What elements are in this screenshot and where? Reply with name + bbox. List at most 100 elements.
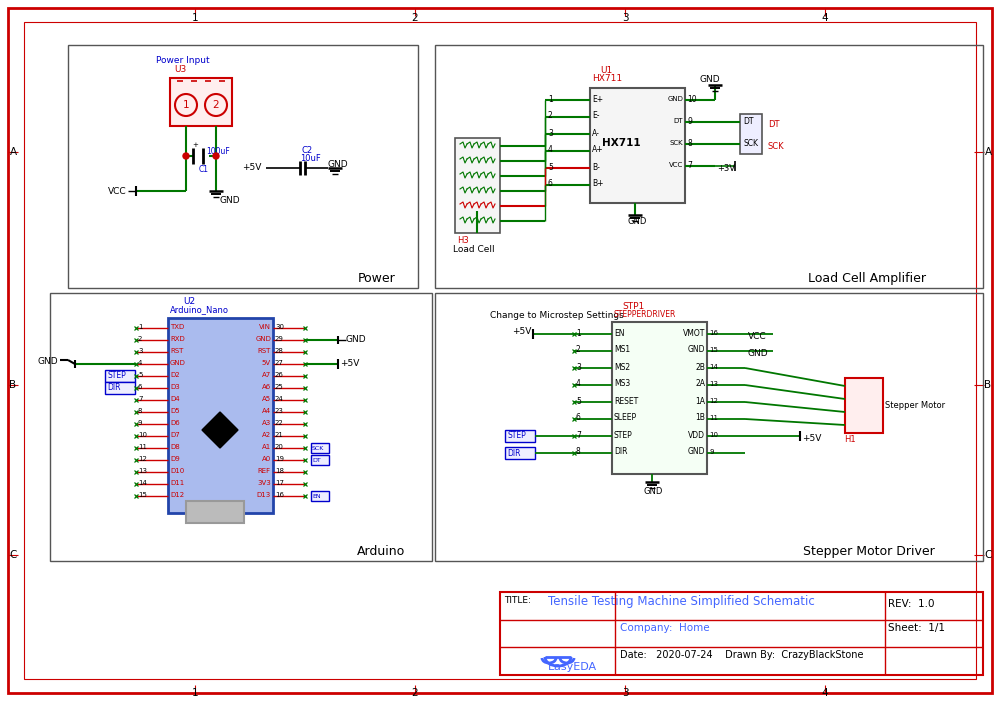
Circle shape: [183, 153, 189, 159]
Text: EN: EN: [614, 329, 624, 337]
Text: C1: C1: [199, 165, 209, 174]
Text: GND: GND: [346, 334, 367, 343]
Text: A7: A7: [262, 372, 271, 378]
Text: TITLE:: TITLE:: [504, 596, 531, 605]
Text: 1: 1: [192, 688, 198, 698]
Text: 7: 7: [576, 430, 581, 440]
Text: A0: A0: [262, 456, 271, 462]
Text: Stepper Motor Driver: Stepper Motor Driver: [803, 545, 935, 558]
Text: VIN: VIN: [259, 324, 271, 330]
Text: 26: 26: [275, 372, 284, 378]
Bar: [170, 78, 232, 126]
Bar: [311, 455, 329, 465]
Text: RST: RST: [258, 348, 271, 354]
Text: 7: 7: [687, 161, 692, 170]
Bar: [50, 293, 432, 561]
Text: 1A: 1A: [695, 397, 705, 405]
Text: U2: U2: [183, 297, 195, 306]
Circle shape: [213, 153, 219, 159]
Text: 3: 3: [622, 688, 628, 698]
Text: 24: 24: [275, 396, 284, 402]
Text: STEP: STEP: [107, 372, 126, 381]
Text: 20: 20: [275, 444, 284, 450]
Text: Load Cell Amplifier: Load Cell Amplifier: [808, 272, 926, 285]
Text: 4: 4: [576, 379, 581, 388]
Text: C: C: [984, 550, 992, 560]
Text: A-: A-: [592, 128, 600, 137]
Text: U3: U3: [174, 65, 186, 74]
Text: 9: 9: [709, 449, 714, 455]
Text: GND: GND: [688, 447, 705, 456]
Text: 10: 10: [709, 432, 718, 438]
Text: Stepper Motor: Stepper Motor: [885, 400, 945, 409]
Bar: [590, 88, 685, 203]
Text: 3: 3: [138, 348, 143, 354]
Text: D3: D3: [170, 384, 180, 390]
Text: 8: 8: [138, 408, 143, 414]
Text: 5V: 5V: [262, 360, 271, 366]
Text: VMOT: VMOT: [683, 329, 705, 337]
Text: D7: D7: [170, 432, 180, 438]
Text: E-: E-: [592, 111, 600, 121]
Bar: [105, 370, 135, 382]
Text: HX711: HX711: [602, 138, 641, 148]
Text: B+: B+: [592, 179, 604, 189]
Text: C: C: [9, 550, 17, 560]
Text: D11: D11: [170, 480, 184, 486]
Text: 22: 22: [275, 420, 284, 426]
Text: 13: 13: [709, 381, 718, 387]
Text: DT: DT: [674, 118, 683, 124]
Text: 2: 2: [138, 336, 142, 342]
Text: +5V: +5V: [340, 360, 359, 369]
Text: A: A: [9, 147, 17, 157]
Text: 6: 6: [548, 179, 553, 189]
Text: HX711: HX711: [592, 74, 622, 83]
Text: EasyEDA: EasyEDA: [548, 662, 597, 672]
Text: 2A: 2A: [695, 379, 705, 388]
Text: DIR: DIR: [614, 447, 628, 456]
Text: RXD: RXD: [170, 336, 185, 342]
Text: 12: 12: [709, 398, 718, 404]
Text: A: A: [984, 147, 992, 157]
Text: A+: A+: [592, 146, 604, 154]
Text: Date:   2020-07-24    Drawn By:  CrazyBlackStone: Date: 2020-07-24 Drawn By: CrazyBlackSto…: [620, 650, 864, 660]
Text: VCC: VCC: [108, 186, 127, 196]
Text: GND: GND: [748, 349, 769, 358]
Text: A4: A4: [262, 408, 271, 414]
Text: GND: GND: [627, 217, 646, 226]
Bar: [435, 293, 983, 561]
Text: STP1: STP1: [622, 302, 644, 311]
Text: SCK: SCK: [669, 140, 683, 146]
Text: A6: A6: [262, 384, 271, 390]
Text: Tensile Testing Machine Simplified Schematic: Tensile Testing Machine Simplified Schem…: [548, 595, 815, 608]
Bar: [435, 45, 983, 288]
Text: 28: 28: [275, 348, 284, 354]
Text: DT: DT: [743, 116, 754, 125]
Text: 2: 2: [412, 13, 418, 23]
Text: DT: DT: [768, 120, 780, 129]
Text: 1: 1: [192, 13, 198, 23]
Text: SCK: SCK: [743, 139, 758, 147]
Text: GND: GND: [220, 196, 241, 205]
Text: +5V: +5V: [802, 434, 821, 443]
Text: 27: 27: [275, 360, 284, 366]
Text: 9: 9: [138, 420, 143, 426]
Text: 2: 2: [576, 346, 581, 355]
Text: 10uF: 10uF: [300, 154, 321, 163]
Text: STEP: STEP: [507, 432, 526, 440]
Text: Arduino_Nano: Arduino_Nano: [170, 305, 229, 314]
Text: 4: 4: [822, 13, 828, 23]
Polygon shape: [202, 412, 238, 448]
Bar: [311, 491, 329, 501]
Text: STEP: STEP: [614, 430, 633, 440]
Bar: [612, 322, 707, 474]
Text: GND: GND: [700, 75, 720, 84]
Text: MS2: MS2: [614, 362, 630, 372]
Bar: [311, 443, 329, 453]
Bar: [845, 378, 883, 433]
Text: 21: 21: [275, 432, 284, 438]
Text: 6: 6: [576, 414, 581, 423]
Text: 5: 5: [548, 163, 553, 172]
Text: Arduino: Arduino: [357, 545, 405, 558]
Text: 19: 19: [275, 456, 284, 462]
